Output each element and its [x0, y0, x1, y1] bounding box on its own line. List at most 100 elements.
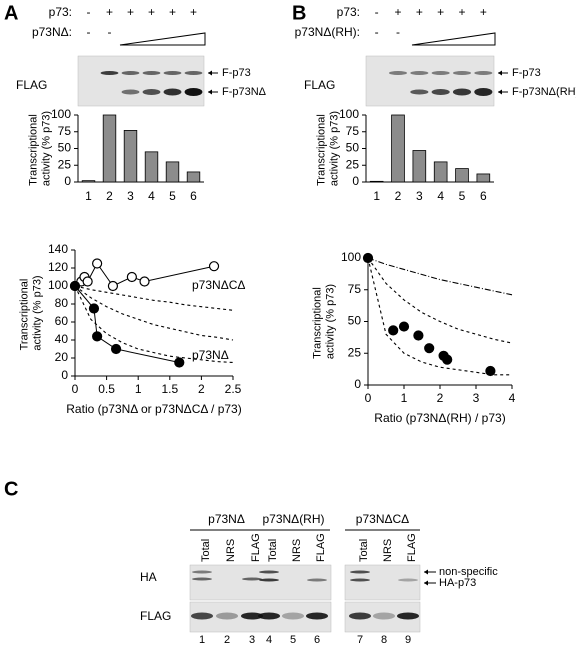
band — [474, 88, 493, 96]
series-label: p73NΔ — [192, 348, 229, 362]
data-point — [92, 258, 103, 269]
y-tick-label: 60 — [55, 314, 69, 328]
data-point — [139, 276, 150, 287]
model-curve — [367, 257, 513, 344]
data-point — [398, 321, 410, 332]
lane-number: 1 — [199, 634, 205, 646]
data-point — [174, 357, 185, 368]
band — [452, 88, 472, 96]
band — [121, 89, 140, 95]
y-tick-label: 0 — [352, 174, 359, 188]
bar — [369, 180, 384, 183]
treatment-sign: + — [458, 5, 465, 19]
x-tick-label: 2 — [395, 189, 402, 203]
y-tick-label: 25 — [348, 345, 362, 359]
lane-label: NRS — [225, 539, 237, 562]
band — [388, 71, 408, 75]
band — [373, 612, 395, 620]
band — [242, 577, 262, 581]
data-point — [110, 343, 122, 355]
treatment-sign: - — [87, 25, 91, 39]
x-tick-label: 2.5 — [225, 382, 242, 396]
y-tick-label: 0 — [354, 377, 361, 391]
treatment-sign: + — [437, 5, 444, 19]
model-curve — [367, 257, 513, 296]
y-tick-label: 25 — [58, 157, 72, 171]
band — [192, 577, 212, 581]
y-tick-label: 50 — [348, 314, 362, 328]
y-tick-label: 100 — [339, 107, 359, 121]
band — [397, 612, 419, 620]
x-tick-label: 3 — [473, 391, 480, 405]
x-tick-label: 6 — [190, 189, 197, 203]
band — [191, 612, 213, 620]
band — [307, 578, 327, 582]
x-tick-label: 1 — [401, 391, 408, 405]
band — [184, 71, 203, 75]
x-tick-label: 0 — [72, 382, 79, 396]
blot-label: FLAG — [16, 78, 47, 92]
y-tick-label: 75 — [348, 282, 362, 296]
x-tick-label: 5 — [459, 189, 466, 203]
arrow-head — [424, 580, 428, 586]
band-label: F-p73 — [512, 67, 541, 79]
treatment-sign: - — [396, 25, 400, 39]
band — [350, 570, 370, 574]
blot — [77, 55, 205, 107]
lane-label: FLAG — [406, 533, 418, 562]
lane-number: 4 — [266, 634, 272, 646]
lane-label: NRS — [291, 539, 303, 562]
lane-label: FLAG — [250, 533, 262, 562]
y-tick-label: 40 — [55, 332, 69, 346]
data-point — [208, 261, 220, 272]
x-tick-label: 0.5 — [98, 382, 115, 396]
band-annotation: non-specific — [439, 566, 498, 578]
band — [241, 612, 263, 620]
data-point — [442, 354, 453, 365]
model-curve — [74, 285, 234, 311]
data-point — [485, 365, 496, 377]
band — [306, 612, 328, 620]
band — [216, 612, 238, 620]
band — [282, 612, 304, 620]
x-tick-label: 1 — [373, 189, 380, 203]
band — [163, 71, 182, 75]
band — [410, 89, 429, 95]
bar — [123, 130, 138, 183]
arrow-head — [498, 89, 502, 95]
treatment-sign: + — [394, 5, 401, 19]
lane-number: 7 — [357, 634, 363, 646]
band — [121, 71, 140, 75]
band — [431, 89, 450, 95]
arrow-head — [498, 70, 502, 76]
data-point — [388, 325, 399, 336]
row-label: HA — [140, 570, 157, 584]
band — [350, 578, 370, 582]
data-point — [82, 276, 93, 287]
treatment-sign: - — [87, 5, 91, 19]
lane-number: 3 — [249, 634, 255, 646]
group-label: p73NΔ(RH) — [262, 512, 324, 526]
y-tick-label: 120 — [48, 260, 68, 274]
treatment-sign: + — [190, 5, 197, 19]
y-tick-label: 0 — [61, 368, 68, 382]
band — [142, 89, 161, 95]
band — [258, 612, 280, 620]
lane-label: FLAG — [315, 533, 327, 562]
band — [431, 71, 450, 75]
x-tick-label: 2 — [198, 382, 205, 396]
band-label: F-p73NΔ(RH) — [512, 86, 576, 98]
bar — [165, 161, 180, 183]
treatment-label: p73: — [49, 5, 72, 19]
y-tick-label: 50 — [346, 141, 360, 155]
band-label: F-p73 — [222, 67, 251, 79]
panel-letter: B — [292, 2, 306, 24]
titration-wedge — [411, 32, 496, 46]
treatment-label: p73NΔ(RH): — [295, 25, 360, 39]
band-label: F-p73NΔ — [222, 86, 267, 98]
lane-label: Total — [200, 539, 212, 562]
x-tick-label: 4 — [509, 391, 516, 405]
titration-wedge — [119, 32, 206, 46]
band — [259, 578, 279, 582]
